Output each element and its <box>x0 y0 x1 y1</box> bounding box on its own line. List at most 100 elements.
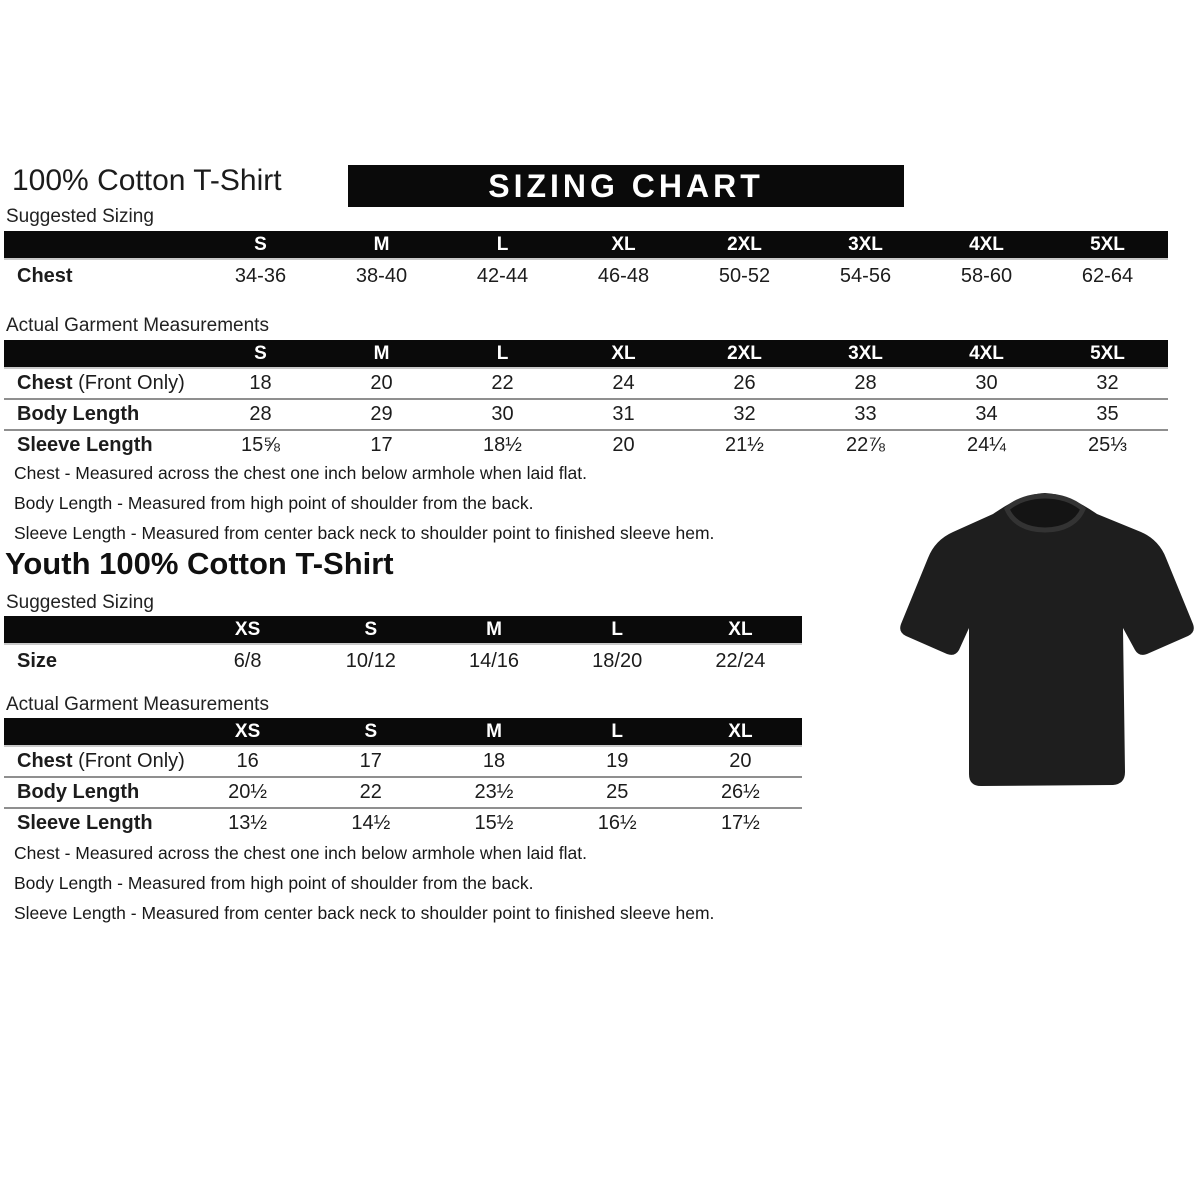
column-header: XL <box>611 233 636 255</box>
column-header: M <box>373 233 390 255</box>
cell-value: 28 <box>854 372 877 394</box>
row-label: Sleeve Length <box>17 812 153 834</box>
page-title: 100% Cotton T-Shirt <box>12 164 282 197</box>
cell-value: 20 <box>729 750 752 772</box>
cell-value: 19 <box>606 750 629 772</box>
cell-value: 6/8 <box>233 650 262 672</box>
cell-value: 16 <box>236 750 259 772</box>
column-header: 5XL <box>1090 342 1125 364</box>
cell-value: 29 <box>370 403 393 425</box>
cell-value: 30 <box>975 372 998 394</box>
cell-value: 18 <box>482 750 506 772</box>
cell-value: 32 <box>1096 372 1119 394</box>
tshirt-collar-icon <box>1003 493 1087 533</box>
note-line: Sleeve Length - Measured from center bac… <box>14 523 715 543</box>
cell-value: 34-36 <box>234 265 287 287</box>
column-header: XL <box>728 720 753 742</box>
cell-value: 17½ <box>720 812 760 834</box>
note-line: Sleeve Length - Measured from center bac… <box>14 903 715 923</box>
table-row: Body Length 20½ 22 23½ 25 26½ <box>4 776 802 807</box>
sizing-chart-banner: SIZING CHART <box>348 165 904 207</box>
cell-value: 34 <box>975 403 998 425</box>
cell-value: 33 <box>854 403 877 425</box>
note-line: Body Length - Measured from high point o… <box>14 873 534 893</box>
black-tshirt-image <box>900 493 1194 786</box>
column-header: M <box>373 342 390 364</box>
table-row: Sleeve Length 13½ 14½ 15½ 16½ 17½ <box>4 807 802 838</box>
cell-value: 42-44 <box>476 265 529 287</box>
column-header: L <box>496 342 509 364</box>
cell-value: 54-56 <box>839 265 892 287</box>
column-header: 4XL <box>969 233 1004 255</box>
column-header: XS <box>234 720 261 742</box>
cell-value: 62-64 <box>1081 265 1134 287</box>
youth-measurements-table: XS S M L XL Chest (Front Only) 16 17 18 19 20 Body … <box>4 718 802 838</box>
youth-suggested-sizing-label: Suggested Sizing <box>6 592 154 613</box>
column-header: 5XL <box>1090 233 1125 255</box>
column-header: 2XL <box>727 233 762 255</box>
table-row: Body Length 28 29 30 31 32 33 34 35 <box>4 398 1168 429</box>
cell-value: 25 <box>606 781 629 803</box>
cell-value: 20 <box>612 434 635 456</box>
cell-value: 14/16 <box>468 650 520 672</box>
youth-section-title: Youth 100% Cotton T-Shirt <box>5 546 394 581</box>
table-header-row: S M L XL 2XL 3XL 4XL 5XL <box>4 340 1168 369</box>
cell-value: 20½ <box>228 781 268 803</box>
adult-measurement-notes: Chest - Measured across the chest one in… <box>14 458 714 548</box>
cell-value: 18/20 <box>592 650 643 672</box>
cell-value: 24¼ <box>967 434 1006 456</box>
cell-value: 14½ <box>351 812 391 834</box>
cell-value: 18½ <box>483 434 522 456</box>
cell-value: 25⅓ <box>1088 434 1127 456</box>
youth-measurement-notes: Chest - Measured across the chest one in… <box>14 838 714 928</box>
column-header: S <box>254 342 267 364</box>
column-header: L <box>496 233 509 255</box>
youth-measurements-label: Actual Garment Measurements <box>6 694 269 715</box>
column-header: 4XL <box>969 342 1004 364</box>
adult-suggested-sizing-table: S M L XL 2XL 3XL 4XL 5XL Chest 34-36 38-40 42-44 46-… <box>4 231 1168 293</box>
row-label: Body Length <box>17 403 140 425</box>
adult-measurements-table: S M L XL 2XL 3XL 4XL 5XL Chest (Front Only) 18 20 2… <box>4 340 1168 460</box>
column-header: XL <box>611 342 636 364</box>
row-label: Size <box>17 650 58 672</box>
column-header: L <box>611 720 624 742</box>
cell-value: 16½ <box>597 812 637 834</box>
note-line: Chest - Measured across the chest one in… <box>14 463 587 483</box>
cell-value: 38-40 <box>355 265 408 287</box>
cell-value: 46-48 <box>597 265 650 287</box>
table-row: Size 6/8 10/12 14/16 18/20 22/24 <box>4 645 802 678</box>
cell-value: 15⅝ <box>241 434 280 456</box>
cell-value: 13½ <box>228 812 268 834</box>
tshirt-body <box>900 493 1194 786</box>
column-header: S <box>254 233 267 255</box>
row-label: Chest (Front Only) <box>17 372 185 394</box>
cell-value: 22 <box>359 781 382 803</box>
adult-suggested-sizing-label: Suggested Sizing <box>6 206 154 227</box>
column-header: XL <box>728 618 753 640</box>
cell-value: 50-52 <box>718 265 771 287</box>
cell-value: 15½ <box>474 812 514 834</box>
row-label: Chest <box>17 265 73 287</box>
cell-value: 32 <box>733 403 756 425</box>
cell-value: 20 <box>370 372 393 394</box>
column-header: S <box>364 720 378 742</box>
cell-value: 28 <box>249 403 272 425</box>
row-label: Sleeve Length <box>17 434 153 456</box>
column-header: XS <box>234 618 261 640</box>
cell-value: 17 <box>370 434 393 456</box>
table-row: Chest (Front Only) 18 20 22 24 26 28 30 32 <box>4 369 1168 398</box>
cell-value: 23½ <box>474 781 514 803</box>
adult-measurements-label: Actual Garment Measurements <box>6 315 269 336</box>
row-label: Chest (Front Only) <box>17 750 185 772</box>
cell-value: 22/24 <box>715 650 766 672</box>
cell-value: 21½ <box>725 434 764 456</box>
row-label: Body Length <box>17 781 140 803</box>
table-header-row: S M L XL 2XL 3XL 4XL 5XL <box>4 231 1168 260</box>
cell-value: 22⅞ <box>846 434 885 456</box>
cell-value: 58-60 <box>960 265 1013 287</box>
column-header: 3XL <box>848 342 883 364</box>
table-header-row: XS S M L XL <box>4 616 802 645</box>
table-row: Sleeve Length 15⅝ 17 18½ 20 21½ 22⅞ 24¼ 25⅓ <box>4 429 1168 460</box>
youth-suggested-sizing-table: XS S M L XL Size 6/8 10/12 14/16 18/20 22/24 <box>4 616 802 678</box>
